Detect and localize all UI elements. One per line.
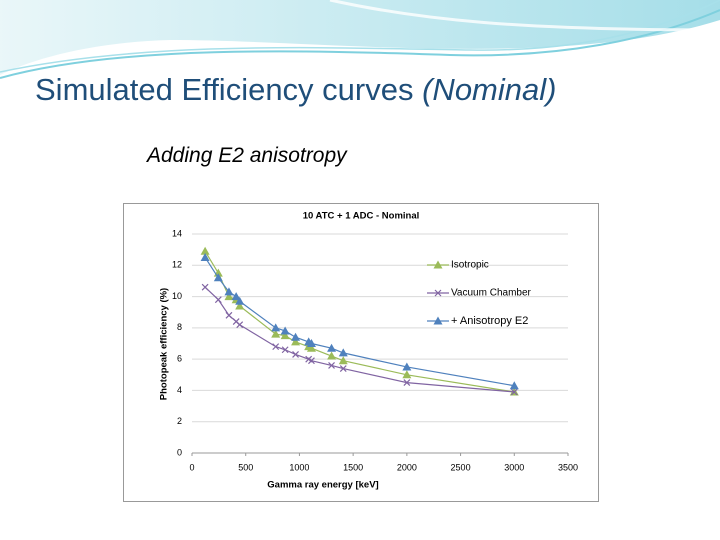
chart-frame [123, 203, 599, 502]
legend-label: + Anisotropy E2 [451, 315, 528, 327]
slide-title: Simulated Efficiency curves (Nominal) [35, 72, 556, 108]
legend-label: Vacuum Chamber [451, 288, 532, 299]
data-point [235, 301, 245, 310]
subtitle: Adding E2 anisotropy [147, 144, 347, 167]
data-point [509, 381, 519, 390]
data-point [327, 351, 337, 360]
data-point [271, 329, 281, 338]
chart: 10 ATC + 1 ADC - Nominal Gamma ray energ… [123, 203, 599, 502]
title-text: Simulated Efficiency curves [35, 72, 414, 107]
data-point [236, 321, 244, 329]
y-tick-label: 0 [177, 447, 182, 457]
data-point [231, 292, 241, 301]
y-tick-label: 4 [177, 385, 182, 395]
data-point [308, 357, 315, 365]
data-point [280, 331, 290, 340]
legend-marker [433, 316, 443, 325]
legend-marker [433, 260, 443, 269]
data-point [272, 343, 280, 351]
data-point [510, 388, 518, 396]
data-point [225, 311, 233, 319]
data-point [224, 287, 234, 296]
data-point [200, 246, 210, 255]
chart-title: 10 ATC + 1 ADC - Nominal [303, 211, 420, 222]
data-point [280, 326, 290, 335]
data-point [235, 296, 245, 305]
x-tick-label: 2500 [451, 462, 471, 472]
data-point [214, 296, 222, 304]
data-point [306, 339, 316, 347]
data-point [281, 346, 289, 354]
y-axis-label: Photopeak efficiency (%) [159, 288, 170, 400]
x-tick-label: 1500 [343, 462, 363, 472]
data-point [338, 356, 348, 365]
data-point [200, 252, 210, 261]
data-point [338, 348, 348, 357]
legend-marker [434, 289, 442, 297]
y-tick-label: 12 [172, 260, 182, 270]
x-tick-label: 500 [238, 462, 253, 472]
data-point [402, 362, 412, 371]
data-point [291, 337, 301, 346]
data-point [224, 292, 234, 301]
y-tick-label: 14 [172, 228, 182, 238]
y-tick-label: 8 [177, 322, 182, 332]
data-point [339, 365, 347, 372]
data-point [327, 343, 337, 352]
data-point [201, 283, 209, 291]
data-point [292, 351, 299, 358]
x-tick-label: 1000 [289, 462, 309, 472]
x-tick-label: 3000 [504, 462, 524, 472]
data-point [271, 323, 281, 332]
y-tick-label: 6 [177, 354, 182, 364]
data-point [213, 273, 223, 282]
x-tick-label: 2000 [397, 462, 417, 472]
data-point [291, 332, 301, 341]
y-tick-label: 10 [172, 291, 182, 301]
data-point [402, 370, 412, 379]
data-point [328, 361, 335, 369]
data-point [403, 379, 411, 387]
y-tick-label: 2 [177, 416, 182, 426]
decoration [0, 0, 720, 79]
data-point [306, 343, 316, 352]
legend-label: Isotropic [451, 260, 489, 271]
title-italic: (Nominal) [422, 72, 557, 107]
x-tick-label: 3500 [558, 462, 578, 472]
x-tick-label: 0 [189, 462, 194, 472]
x-axis-label: Gamma ray energy [keV] [267, 480, 378, 491]
